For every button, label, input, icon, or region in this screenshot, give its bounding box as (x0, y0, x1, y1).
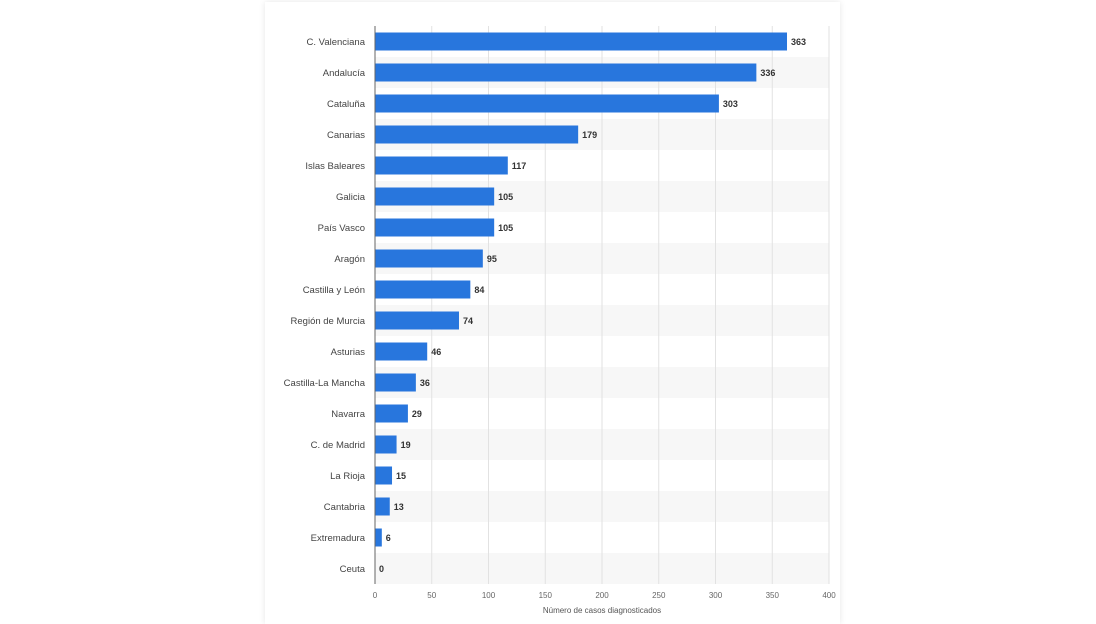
value-label: 0 (379, 564, 384, 574)
bar[interactable] (375, 187, 495, 206)
value-label: 105 (498, 192, 513, 202)
value-label: 95 (487, 254, 497, 264)
x-tick-label: 300 (709, 591, 723, 600)
bar[interactable] (375, 32, 788, 51)
category-label: Extremadura (311, 533, 366, 544)
bars (375, 32, 788, 547)
bar[interactable] (375, 342, 428, 361)
value-label: 74 (463, 316, 473, 326)
category-label: Navarra (331, 409, 366, 420)
value-label: 105 (498, 223, 513, 233)
category-label: C. de Madrid (311, 440, 365, 451)
bar[interactable] (375, 311, 459, 330)
category-label: Aragón (334, 254, 365, 265)
category-label: Cantabria (324, 502, 366, 513)
category-label: País Vasco (318, 223, 365, 234)
category-label: Canarias (327, 130, 365, 141)
value-label: 36 (420, 378, 430, 388)
x-tick-label: 100 (482, 591, 496, 600)
bar[interactable] (375, 249, 483, 268)
x-tick-label: 400 (822, 591, 836, 600)
category-label: Islas Baleares (305, 161, 365, 172)
x-tick-label: 350 (766, 591, 780, 600)
category-label: Asturias (331, 347, 366, 358)
bar[interactable] (375, 435, 397, 454)
gridlines (431, 26, 830, 584)
category-label: C. Valenciana (307, 37, 366, 48)
category-label: Cataluña (327, 99, 366, 110)
value-label: 179 (582, 130, 597, 140)
value-label: 117 (512, 161, 527, 171)
category-label: La Rioja (330, 471, 366, 482)
category-label: Galicia (336, 192, 366, 203)
value-label: 363 (791, 37, 806, 47)
category-label: Castilla-La Mancha (284, 378, 366, 389)
bar[interactable] (375, 94, 719, 113)
x-axis-title: Número de casos diagnosticados (543, 606, 661, 615)
category-label: Ceuta (340, 564, 366, 575)
bar[interactable] (375, 156, 508, 175)
value-label: 303 (723, 99, 738, 109)
value-label: 15 (396, 471, 406, 481)
category-label: Región de Murcia (291, 316, 366, 327)
bar[interactable] (375, 466, 393, 485)
x-tick-label: 150 (539, 591, 553, 600)
bar[interactable] (375, 218, 495, 237)
bar[interactable] (375, 63, 757, 82)
bar[interactable] (375, 497, 390, 516)
bar[interactable] (375, 280, 471, 299)
value-label: 29 (412, 409, 422, 419)
bar[interactable] (375, 125, 579, 144)
bar[interactable] (375, 528, 382, 547)
value-label: 46 (431, 347, 441, 357)
x-tick-label: 200 (595, 591, 609, 600)
x-tick-label: 0 (373, 591, 378, 600)
value-label: 6 (386, 533, 391, 543)
category-label: Castilla y León (303, 285, 365, 296)
x-tick-label: 250 (652, 591, 666, 600)
category-label: Andalucía (323, 68, 366, 79)
value-label: 19 (401, 440, 411, 450)
x-tick-label: 50 (427, 591, 436, 600)
bar[interactable] (375, 373, 416, 392)
bar[interactable] (375, 404, 408, 423)
value-label: 336 (760, 68, 775, 78)
value-label: 84 (474, 285, 484, 295)
value-label: 13 (394, 502, 404, 512)
